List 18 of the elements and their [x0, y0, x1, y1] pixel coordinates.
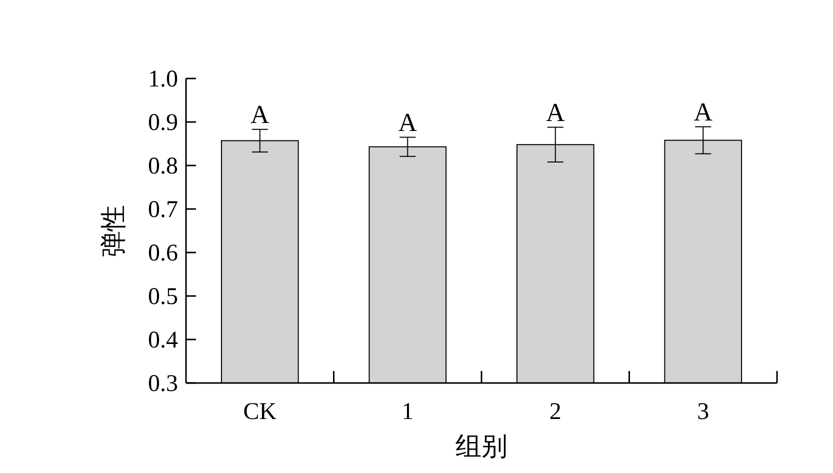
- annotation: A: [398, 108, 418, 137]
- x-tick-label: 2: [549, 399, 562, 425]
- y-tick-label: 0.8: [148, 154, 178, 180]
- y-tick-label: 0.9: [148, 110, 178, 136]
- y-tick-label: 0.6: [148, 240, 178, 266]
- y-tick-label: 0.4: [148, 328, 178, 354]
- y-tick-label: 0.3: [148, 371, 178, 397]
- y-axis-title: 弹性: [99, 204, 128, 257]
- y-tick-label: 0.5: [148, 284, 178, 310]
- annotation: A: [546, 98, 565, 128]
- x-tick-label: 1: [402, 399, 414, 425]
- x-tick-label: 3: [697, 399, 710, 425]
- x-axis-title: 组别: [456, 432, 508, 461]
- annotation: A: [694, 97, 713, 126]
- y-tick-label: 0.7: [148, 197, 178, 223]
- x-tick-label: CK: [243, 399, 278, 425]
- annotation: A: [250, 100, 270, 129]
- y-tick-label: 1.0: [148, 66, 178, 92]
